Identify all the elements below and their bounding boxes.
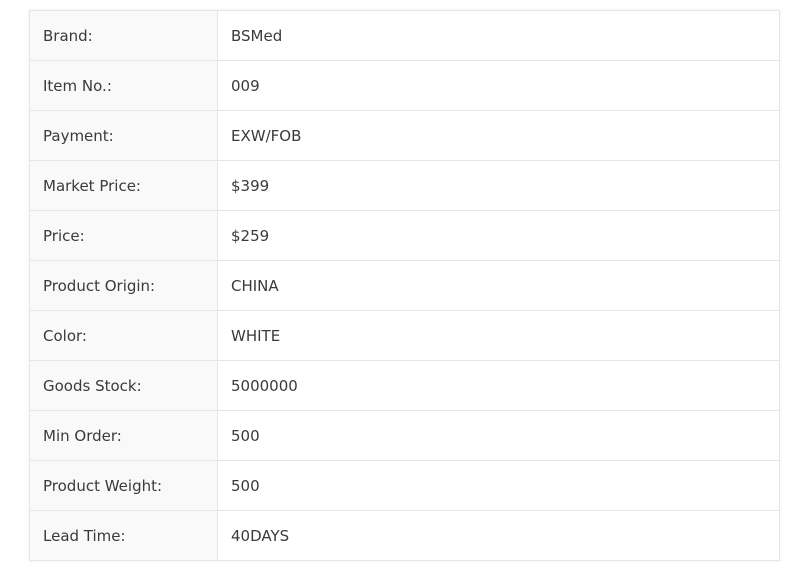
spec-value: 500 bbox=[217, 410, 780, 461]
table-row: Market Price: $399 bbox=[29, 160, 780, 211]
spec-label: Min Order: bbox=[29, 410, 218, 461]
spec-label: Payment: bbox=[29, 110, 218, 161]
table-row: Payment: EXW/FOB bbox=[29, 110, 780, 161]
table-row: Product Origin: CHINA bbox=[29, 260, 780, 311]
spec-label: Product Origin: bbox=[29, 260, 218, 311]
spec-label: Market Price: bbox=[29, 160, 218, 211]
spec-label: Product Weight: bbox=[29, 460, 218, 511]
table-row: Color: WHITE bbox=[29, 310, 780, 361]
spec-label: Price: bbox=[29, 210, 218, 261]
spec-value: 009 bbox=[217, 60, 780, 111]
table-row: Price: $259 bbox=[29, 210, 780, 261]
table-row: Min Order: 500 bbox=[29, 410, 780, 461]
spec-label: Lead Time: bbox=[29, 510, 218, 561]
spec-value: $399 bbox=[217, 160, 780, 211]
spec-label: Goods Stock: bbox=[29, 360, 218, 411]
table-row: Brand: BSMed bbox=[29, 10, 780, 61]
spec-label: Item No.: bbox=[29, 60, 218, 111]
spec-value: $259 bbox=[217, 210, 780, 261]
spec-label: Color: bbox=[29, 310, 218, 361]
spec-label: Brand: bbox=[29, 10, 218, 61]
spec-value: CHINA bbox=[217, 260, 780, 311]
spec-value: BSMed bbox=[217, 10, 780, 61]
spec-value: 5000000 bbox=[217, 360, 780, 411]
spec-value: EXW/FOB bbox=[217, 110, 780, 161]
product-spec-table: Brand: BSMed Item No.: 009 Payment: EXW/FOB Ma… bbox=[29, 10, 780, 561]
table-row: Product Weight: 500 bbox=[29, 460, 780, 511]
table-row: Item No.: 009 bbox=[29, 60, 780, 111]
spec-value: 40DAYS bbox=[217, 510, 780, 561]
spec-value: WHITE bbox=[217, 310, 780, 361]
spec-value: 500 bbox=[217, 460, 780, 511]
product-spec-table-container: Brand: BSMed Item No.: 009 Payment: EXW/FOB Ma… bbox=[29, 10, 780, 561]
table-row: Goods Stock: 5000000 bbox=[29, 360, 780, 411]
table-row: Lead Time: 40DAYS bbox=[29, 510, 780, 561]
